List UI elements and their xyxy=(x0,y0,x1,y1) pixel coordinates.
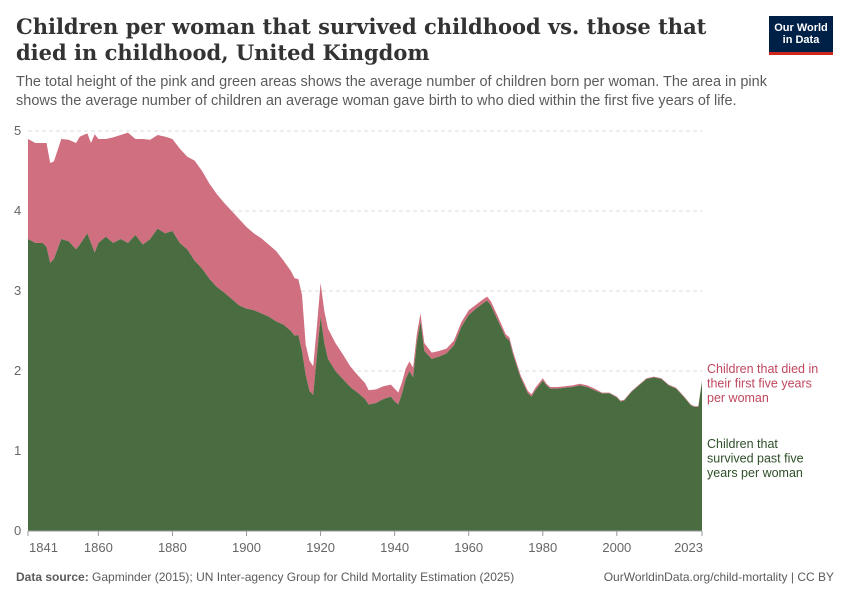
x-tick-label: 1860 xyxy=(84,540,113,555)
data-source-text[interactable]: Gapminder (2015); UN Inter-agency Group … xyxy=(88,570,515,584)
y-tick-label: 2 xyxy=(14,363,21,378)
survived-childhood-area xyxy=(28,228,702,531)
y-tick-label: 0 xyxy=(14,523,21,538)
x-tick-label: 1960 xyxy=(454,540,483,555)
died-in-childhood-area xyxy=(28,132,702,407)
died-series-label: Children that died in their first five ye… xyxy=(707,362,818,405)
data-source-label: Data source: xyxy=(16,570,89,584)
y-tick-label: 5 xyxy=(14,123,21,138)
x-tick-label: 1940 xyxy=(380,540,409,555)
chart-subtitle: The total height of the pink and green a… xyxy=(16,74,767,109)
y-tick-label: 4 xyxy=(14,203,21,218)
survived-series-label: Children that survived past five years per… xyxy=(707,437,804,480)
x-tick-label: 1920 xyxy=(306,540,335,555)
y-tick-label: 1 xyxy=(14,443,21,458)
logo-line-1: Our World xyxy=(774,22,828,34)
data-source-note: Data source: Gapminder (2015); UN Inter-… xyxy=(16,570,514,584)
chart-title: Children per woman that survived childho… xyxy=(16,14,707,65)
license-link[interactable]: OurWorldinData.org/child-mortality | CC … xyxy=(603,570,834,584)
x-tick-label: 2000 xyxy=(602,540,631,555)
x-tick-label: 1980 xyxy=(528,540,557,555)
x-tick-label: 1880 xyxy=(158,540,187,555)
logo-line-2: in Data xyxy=(782,34,820,46)
x-tick-label: 2023 xyxy=(674,540,703,555)
owid-logo[interactable]: Our World in Data xyxy=(769,16,833,55)
y-tick-label: 3 xyxy=(14,283,21,298)
x-tick-label: 1900 xyxy=(232,540,261,555)
x-tick-label: 1841 xyxy=(29,540,58,555)
